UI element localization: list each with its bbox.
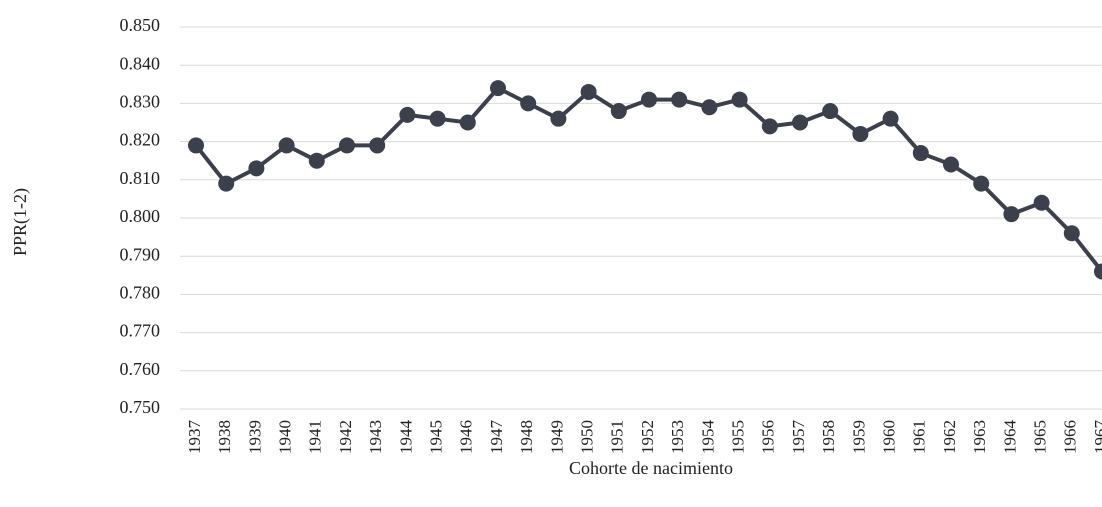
marker <box>1094 263 1102 280</box>
x-tick-label: 1966 <box>1061 420 1080 454</box>
x-tick-label: 1955 <box>729 420 748 454</box>
x-tick-label: 1952 <box>638 420 657 454</box>
x-tick-label: 1951 <box>608 420 627 454</box>
marker <box>701 99 718 116</box>
y-tick-label: 0.820 <box>120 130 161 150</box>
marker <box>218 175 235 192</box>
marker <box>973 175 990 192</box>
y-tick-label: 0.790 <box>120 244 161 264</box>
x-tick-label: 1948 <box>517 420 536 454</box>
x-tick-label: 1954 <box>698 420 717 455</box>
x-tick-label: 1947 <box>487 420 506 455</box>
y-tick-label: 0.750 <box>120 397 161 417</box>
marker <box>550 110 567 127</box>
marker <box>188 137 204 154</box>
marker <box>822 103 839 120</box>
y-tick-label: 0.760 <box>120 359 161 379</box>
y-tick-label: 0.800 <box>120 206 161 226</box>
marker <box>399 106 416 123</box>
x-tick-label: 1942 <box>336 420 355 454</box>
marker <box>369 137 386 154</box>
x-tick-label: 1964 <box>1000 420 1019 455</box>
marker <box>641 91 657 108</box>
marker <box>459 114 476 131</box>
x-tick-label: 1959 <box>849 420 868 454</box>
x-tick-label: 1937 <box>185 420 204 455</box>
y-tick-label: 0.840 <box>120 53 161 73</box>
x-tick-label: 1967 <box>1091 420 1102 455</box>
marker <box>308 152 325 169</box>
marker <box>852 125 869 142</box>
x-tick-label: 1950 <box>578 420 597 454</box>
marker <box>490 80 506 97</box>
x-tick-label: 1953 <box>668 420 687 454</box>
marker <box>610 103 627 120</box>
y-tick-label: 0.810 <box>120 168 161 188</box>
marker <box>671 91 688 108</box>
marker <box>912 145 929 162</box>
x-tick-label: 1949 <box>547 420 566 454</box>
x-tick-label: 1961 <box>910 420 929 454</box>
x-tick-label: 1965 <box>1031 420 1050 454</box>
x-tick-label: 1957 <box>789 420 808 455</box>
x-tick-label: 1943 <box>366 420 385 454</box>
y-tick-label: 0.830 <box>120 92 161 112</box>
x-tick-label: 1938 <box>215 420 234 454</box>
y-axis-label: PPR(1-2) <box>10 188 31 256</box>
marker <box>1003 206 1020 223</box>
x-tick-label: 1958 <box>819 420 838 454</box>
x-tick-label: 1939 <box>245 420 264 454</box>
marker <box>1033 194 1050 211</box>
x-tick-label: 1941 <box>306 420 325 454</box>
x-tick-label: 1946 <box>457 420 476 454</box>
marker <box>761 118 778 135</box>
y-tick-label: 0.780 <box>120 283 161 303</box>
marker <box>1063 225 1080 242</box>
x-tick-label: 1962 <box>940 420 959 454</box>
x-tick-label: 1960 <box>880 420 899 454</box>
marker <box>429 110 446 127</box>
y-tick-label: 0.770 <box>120 321 161 341</box>
marker <box>943 156 959 173</box>
x-tick-label: 1963 <box>970 420 989 454</box>
marker <box>520 95 537 112</box>
marker <box>882 110 899 127</box>
x-tick-label: 1944 <box>396 420 415 455</box>
marker <box>792 114 808 131</box>
marker <box>731 91 748 108</box>
x-tick-label: 1956 <box>759 420 778 454</box>
marker <box>248 160 265 177</box>
marker <box>339 137 355 154</box>
marker <box>278 137 295 154</box>
x-tick-label: 1940 <box>276 420 295 454</box>
marker <box>580 83 597 100</box>
y-tick-label: 0.850 <box>120 15 161 35</box>
x-tick-label: 1945 <box>427 420 446 454</box>
x-axis-label: Cohorte de nacimiento <box>569 458 733 478</box>
